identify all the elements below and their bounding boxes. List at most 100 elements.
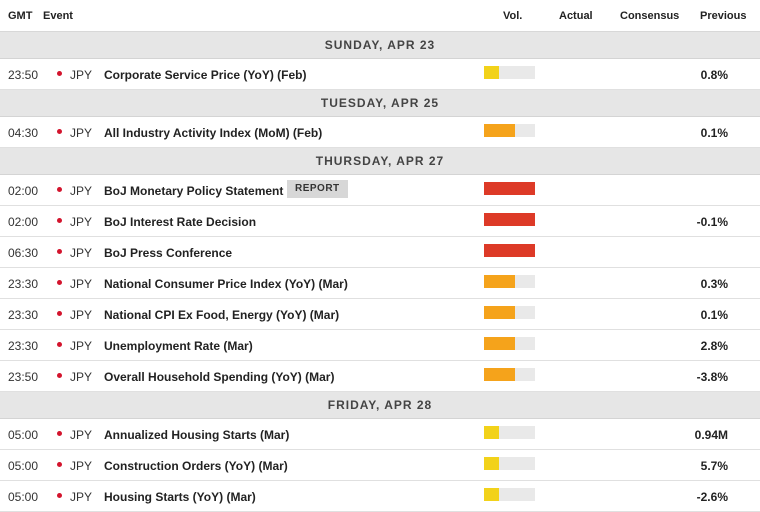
event-previous: -3.8% <box>696 370 728 384</box>
event-name[interactable]: All Industry Activity Index (MoM) (Feb) <box>104 126 323 140</box>
event-row[interactable]: 02:00 JPY BoJ Monetary Policy Statement REP… <box>0 175 760 206</box>
japan-flag-icon <box>57 280 62 285</box>
event-currency: JPY <box>70 184 93 198</box>
event-row[interactable]: 23:30 JPY Unemployment Rate (Mar) 2.8% <box>0 330 760 361</box>
event-name[interactable]: Corporate Service Price (YoY) (Feb) <box>104 68 307 82</box>
event-previous: -0.1% <box>696 215 728 229</box>
event-name[interactable]: BoJ Monetary Policy Statement <box>104 184 284 198</box>
event-row[interactable]: 23:50 JPY Overall Household Spending (YoY)… <box>0 361 760 392</box>
event-currency: JPY <box>70 459 93 473</box>
volatility-bar <box>484 337 535 350</box>
event-row[interactable]: 05:00 JPY Annualized Housing Starts (Mar) 0… <box>0 419 760 450</box>
header-previous[interactable]: Previous <box>700 9 747 22</box>
event-previous: 2.8% <box>700 339 728 353</box>
volatility-fill <box>484 66 500 79</box>
japan-flag-icon <box>57 493 62 498</box>
calendar-body: SUNDAY, APR 23 23:50 JPY Corporate Service … <box>0 32 760 512</box>
event-time: 23:30 <box>8 339 39 353</box>
volatility-bar <box>484 182 535 195</box>
table-header: GMT Event Vol. Actual Consensus Previous <box>0 0 760 32</box>
volatility-bar <box>484 368 535 381</box>
event-currency: JPY <box>70 370 93 384</box>
event-name[interactable]: Unemployment Rate (Mar) <box>104 339 253 353</box>
event-row[interactable]: 05:00 JPY Housing Starts (YoY) (Mar) -2.6% <box>0 481 760 512</box>
event-previous: 0.1% <box>700 126 728 140</box>
event-name[interactable]: National CPI Ex Food, Energy (YoY) (Mar) <box>104 308 340 322</box>
japan-flag-icon <box>57 218 62 223</box>
japan-flag-icon <box>57 431 62 436</box>
event-time: 23:30 <box>8 277 39 291</box>
event-row[interactable]: 02:00 JPY BoJ Interest Rate Decision -0.1% <box>0 206 760 237</box>
japan-flag-icon <box>57 129 62 134</box>
event-currency: JPY <box>70 308 93 322</box>
volatility-fill <box>484 368 515 381</box>
event-currency: JPY <box>70 246 93 260</box>
event-name[interactable]: Construction Orders (YoY) (Mar) <box>104 459 288 473</box>
volatility-bar <box>484 244 535 257</box>
event-previous: 0.94M <box>694 428 728 442</box>
volatility-fill <box>484 426 500 439</box>
event-name[interactable]: Annualized Housing Starts (Mar) <box>104 428 290 442</box>
event-currency: JPY <box>70 490 93 504</box>
event-time: 05:00 <box>8 490 39 504</box>
volatility-fill <box>484 213 535 226</box>
volatility-bar <box>484 213 535 226</box>
event-currency: JPY <box>70 68 93 82</box>
day-header: FRIDAY, APR 28 <box>0 392 760 419</box>
volatility-fill <box>484 275 515 288</box>
japan-flag-icon <box>57 342 62 347</box>
volatility-fill <box>484 337 515 350</box>
volatility-bar <box>484 457 535 470</box>
event-previous: 0.1% <box>700 308 728 322</box>
volatility-bar <box>484 275 535 288</box>
event-previous: -2.6% <box>696 490 728 504</box>
header-gmt[interactable]: GMT <box>8 9 33 22</box>
event-currency: JPY <box>70 277 93 291</box>
event-currency: JPY <box>70 215 93 229</box>
event-time: 02:00 <box>8 184 39 198</box>
day-header: THURSDAY, APR 27 <box>0 148 760 175</box>
event-previous: 5.7% <box>700 459 728 473</box>
report-badge[interactable]: REPORT <box>287 180 348 198</box>
event-row[interactable]: 04:30 JPY All Industry Activity Index (MoM… <box>0 117 760 148</box>
event-time: 05:00 <box>8 459 39 473</box>
event-row[interactable]: 23:30 JPY National Consumer Price Index (Y… <box>0 268 760 299</box>
header-consensus[interactable]: Consensus <box>620 9 680 22</box>
japan-flag-icon <box>57 311 62 316</box>
japan-flag-icon <box>57 71 62 76</box>
volatility-bar <box>484 426 535 439</box>
event-name[interactable]: BoJ Interest Rate Decision <box>104 215 257 229</box>
event-row[interactable]: 23:50 JPY Corporate Service Price (YoY) (F… <box>0 59 760 90</box>
volatility-bar <box>484 488 535 501</box>
volatility-fill <box>484 488 500 501</box>
day-header: TUESDAY, APR 25 <box>0 90 760 117</box>
event-time: 23:50 <box>8 68 39 82</box>
event-name[interactable]: BoJ Press Conference <box>104 246 233 260</box>
day-header: SUNDAY, APR 23 <box>0 32 760 59</box>
event-name[interactable]: Overall Household Spending (YoY) (Mar) <box>104 370 335 384</box>
event-currency: JPY <box>70 339 93 353</box>
volatility-fill <box>484 306 515 319</box>
volatility-fill <box>484 124 515 137</box>
japan-flag-icon <box>57 249 62 254</box>
event-time: 02:00 <box>8 215 39 229</box>
japan-flag-icon <box>57 462 62 467</box>
volatility-fill <box>484 457 500 470</box>
header-event[interactable]: Event <box>43 9 73 22</box>
event-row[interactable]: 05:00 JPY Construction Orders (YoY) (Mar) 5… <box>0 450 760 481</box>
event-row[interactable]: 06:30 JPY BoJ Press Conference <box>0 237 760 268</box>
volatility-fill <box>484 244 535 257</box>
header-vol[interactable]: Vol. <box>503 9 523 22</box>
event-currency: JPY <box>70 126 93 140</box>
japan-flag-icon <box>57 187 62 192</box>
volatility-bar <box>484 124 535 137</box>
event-currency: JPY <box>70 428 93 442</box>
header-actual[interactable]: Actual <box>559 9 593 22</box>
event-time: 04:30 <box>8 126 39 140</box>
event-row[interactable]: 23:30 JPY National CPI Ex Food, Energy (Yo… <box>0 299 760 330</box>
event-name[interactable]: Housing Starts (YoY) (Mar) <box>104 490 256 504</box>
event-time: 23:30 <box>8 308 39 322</box>
volatility-bar <box>484 306 535 319</box>
event-name[interactable]: National Consumer Price Index (YoY) (Mar… <box>104 277 348 291</box>
